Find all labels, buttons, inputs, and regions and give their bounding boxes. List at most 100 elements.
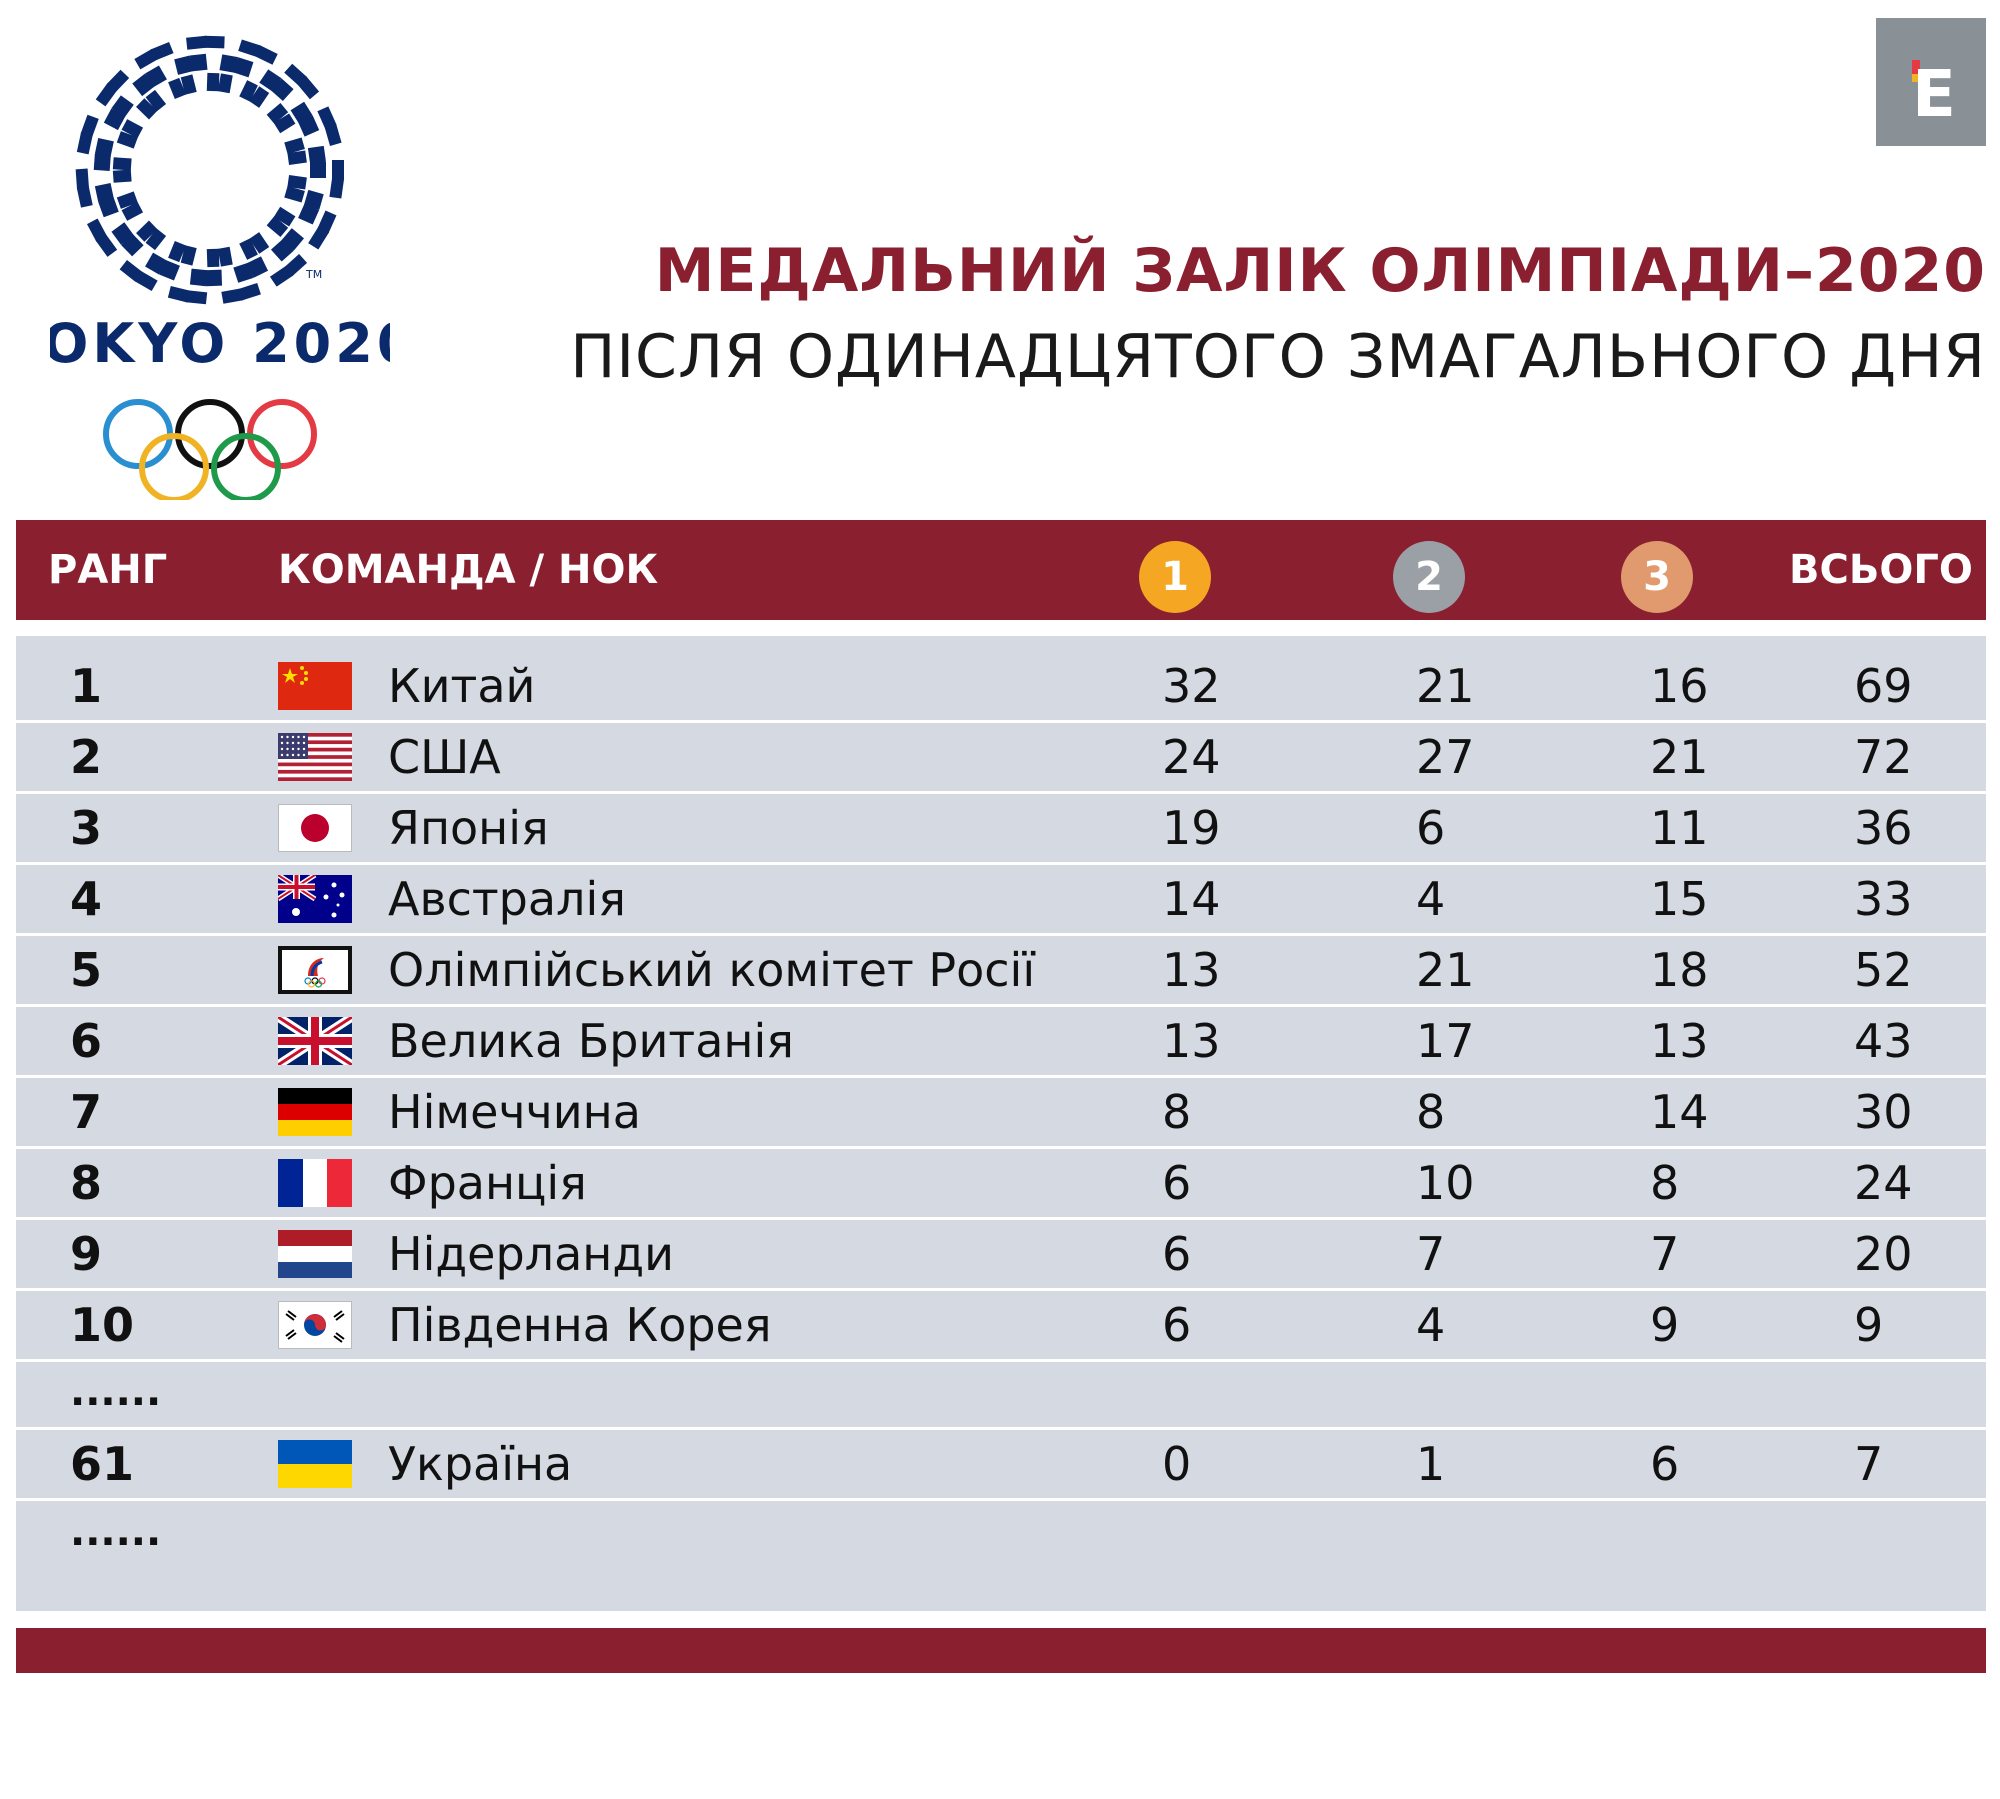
table-row: 61 Україна 0 1 6 7 [16,1430,1986,1501]
rank-cell: 2 [70,730,103,784]
bronze-count: 6 [1650,1437,1680,1491]
page-subtitle: ПІСЛЯ ОДИНАДЦЯТОГО ЗМАГАЛЬНОГО ДНЯ [570,322,1986,392]
total-count: 7 [1854,1437,1884,1491]
total-count: 33 [1854,872,1913,926]
header-team: КОМАНДА / НОК [278,547,659,593]
bronze-medal-icon: 3 [1621,541,1693,613]
bronze-count: 16 [1650,659,1709,713]
total-count: 36 [1854,801,1913,855]
olympic-rings-icon [103,399,317,503]
table-row: 1 Китай 32 21 16 69 [16,652,1986,723]
total-count: 72 [1854,730,1913,784]
table-header: РАНГ КОМАНДА / НОК 1 2 3 ВСЬОГО [16,520,1986,620]
gold-count: 8 [1162,1085,1192,1139]
gold-count: 6 [1162,1156,1192,1210]
page-title: МЕДАЛЬНИЙ ЗАЛІК ОЛІМПІАДИ–2020 [654,236,1986,306]
table-row: 10 Південна Корея 6 4 9 9 [16,1291,1986,1362]
footer-bar [16,1628,1986,1673]
rank-cell: 8 [70,1156,103,1210]
team-name: Японія [388,801,549,855]
usa-flag-icon [278,733,352,781]
gold-count: 14 [1162,872,1221,926]
gold-count: 32 [1162,659,1221,713]
rank-cell: 1 [70,659,103,713]
team-name: США [388,730,501,784]
gold-count: 6 [1162,1227,1192,1281]
rank-cell: 7 [70,1085,103,1139]
france-flag-icon [278,1159,352,1207]
rank-cell: ...... [70,1369,162,1415]
silver-medal-icon: 2 [1393,541,1465,613]
germany-flag-icon [278,1088,352,1136]
team-name: Україна [388,1437,573,1491]
bronze-count: 11 [1650,801,1709,855]
table-row: 5 Олімпійський комітет Росії 13 21 18 52 [16,936,1986,1007]
rank-cell: 61 [70,1437,135,1491]
medal-table: 1 Китай 32 21 16 69 2 США 24 27 21 72 3 Японія 19 6 11 36… [16,636,1986,1611]
bronze-count: 13 [1650,1014,1709,1068]
silver-count: 10 [1416,1156,1475,1210]
rank-cell: 10 [70,1298,135,1352]
netherlands-flag-icon [278,1230,352,1278]
total-count: 30 [1854,1085,1913,1139]
team-name: Німеччина [388,1085,641,1139]
rank-cell: 9 [70,1227,103,1281]
bronze-count: 21 [1650,730,1709,784]
tokyo-emblem-icon: TM TOKYO 2020 [2,35,414,503]
korea-flag-icon [278,1301,352,1349]
total-count: 24 [1854,1156,1913,1210]
tokyo-2020-logo: TM TOKYO 2020 [2,20,414,503]
table-row: 9 Нідерланди 6 7 7 20 [16,1220,1986,1291]
table-row: 7 Німеччина 8 8 14 30 [16,1078,1986,1149]
logo-text: TOKYO 2020 [50,312,390,375]
gold-medal-icon: 1 [1139,541,1211,613]
silver-count: 6 [1416,801,1446,855]
table-row: 8 Франція 6 10 8 24 [16,1149,1986,1220]
uk-flag-icon [275,1013,355,1069]
header-rank: РАНГ [48,547,168,593]
team-name: Франція [388,1156,587,1210]
gold-count: 13 [1162,1014,1221,1068]
table-row: 6 Велика Британія 13 17 13 43 [16,1007,1986,1078]
japan-flag-icon [278,804,352,852]
team-name: Олімпійський комітет Росії [388,943,1036,997]
silver-count: 4 [1416,1298,1446,1352]
team-name: Велика Британія [388,1014,794,1068]
team-name: Австралія [388,872,626,926]
table-row: ...... [16,1362,1986,1430]
e-logo-icon: E [1912,58,1956,132]
australia-flag-icon [276,872,352,923]
total-count: 69 [1854,659,1913,713]
rank-cell: 4 [70,872,103,926]
table-row: ...... [16,1502,1986,1570]
silver-count: 1 [1416,1437,1446,1491]
gold-count: 24 [1162,730,1221,784]
rank-cell: ...... [70,1509,162,1555]
china-flag-icon [278,662,352,710]
team-name: Китай [388,659,536,713]
rank-cell: 5 [70,943,103,997]
silver-count: 17 [1416,1014,1475,1068]
team-name: Південна Корея [388,1298,772,1352]
trademark-mark: TM [305,268,322,281]
publisher-logo: E [1876,18,1986,146]
bronze-count: 15 [1650,872,1709,926]
total-count: 9 [1854,1298,1884,1352]
silver-count: 8 [1416,1085,1446,1139]
silver-count: 4 [1416,872,1446,926]
table-row: 2 США 24 27 21 72 [16,723,1986,794]
bronze-count: 14 [1650,1085,1709,1139]
gold-count: 13 [1162,943,1221,997]
roc-flag-icon [278,946,352,994]
silver-count: 21 [1416,659,1475,713]
silver-count: 27 [1416,730,1475,784]
rank-cell: 3 [70,801,103,855]
bronze-count: 9 [1650,1298,1680,1352]
total-count: 52 [1854,943,1913,997]
ukraine-flag-icon [278,1440,352,1488]
svg-text:E: E [1912,58,1956,132]
table-row: 4 Австралія 14 4 15 33 [16,865,1986,936]
rank-cell: 6 [70,1014,103,1068]
bronze-count: 8 [1650,1156,1680,1210]
gold-count: 19 [1162,801,1221,855]
